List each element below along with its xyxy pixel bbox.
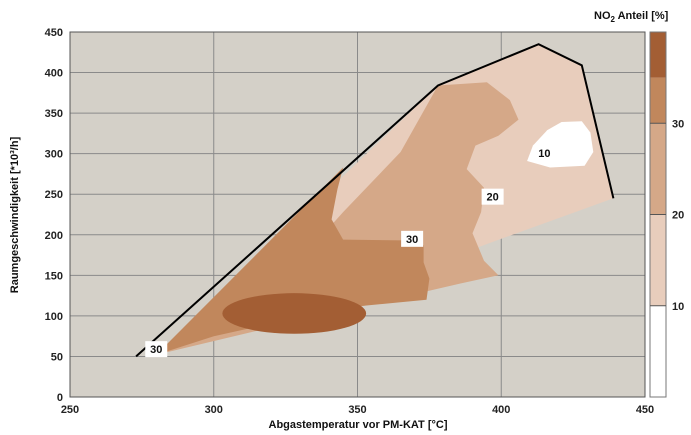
colorbar-band — [650, 305, 666, 397]
colorbar: 10 20 30 — [649, 31, 684, 398]
y-tick-label: 300 — [45, 149, 63, 161]
contour-label-box — [533, 144, 556, 161]
x-tick-label: 250 — [61, 404, 79, 416]
x-tick-label: 300 — [205, 404, 223, 416]
contour-label-box — [145, 341, 168, 358]
contour-label-text: 30 — [406, 234, 418, 246]
x-axis-label: Abgastemperatur vor PM-KAT [°C] — [269, 419, 448, 431]
x-axis-ticks: 250 300 350 400 450 — [61, 404, 654, 416]
contour-region-30-35 — [156, 167, 430, 355]
colorbar-band — [650, 214, 666, 306]
plot-frame — [69, 31, 646, 398]
y-tick-label: 150 — [45, 270, 63, 282]
y-axis-label: Raumgeschwindigkeit [*10³/h] — [9, 136, 21, 293]
contour-labels: 10 20 30 30 — [145, 144, 556, 358]
contour-region-gt35 — [222, 293, 367, 334]
contour-label-text: 10 — [538, 148, 550, 160]
contour-label: 10 — [533, 144, 556, 161]
colorbar-band — [650, 32, 666, 78]
y-tick-label: 250 — [45, 189, 63, 201]
y-tick-label: 450 — [45, 27, 63, 39]
contour-label-text: 20 — [487, 192, 499, 204]
contour-label: 30 — [145, 341, 168, 358]
contour-label-text: 30 — [150, 344, 162, 356]
colorbar-title-prefix: NO — [594, 10, 611, 22]
colorbar-tick-label: 20 — [672, 210, 684, 222]
y-tick-label: 50 — [51, 351, 63, 363]
colorbar-title-suffix: Anteil [%] — [615, 10, 669, 22]
contour-label-box — [401, 230, 424, 247]
colorbar-band — [650, 77, 666, 124]
y-tick-label: 200 — [45, 230, 63, 242]
y-tick-label: 0 — [57, 392, 63, 404]
colorbar-tick-label: 10 — [672, 301, 684, 313]
y-axis-ticks: 0 50 100 150 200 250 300 350 400 450 — [45, 27, 63, 404]
x-tick-label: 350 — [348, 404, 366, 416]
colorbar-band — [650, 123, 666, 215]
x-tick-label: 450 — [636, 404, 654, 416]
contour-label: 30 — [401, 230, 424, 247]
x-tick-label: 400 — [492, 404, 510, 416]
operating-boundary-line — [135, 43, 615, 358]
y-tick-label: 400 — [45, 68, 63, 80]
contour-label: 20 — [481, 188, 504, 205]
colorbar-title-subscript: 2 — [611, 15, 616, 24]
colorbar-tick-label: 30 — [672, 118, 684, 130]
colorbar-title: NO2 Anteil [%] — [594, 10, 669, 24]
y-tick-label: 100 — [45, 311, 63, 323]
y-tick-label: 350 — [45, 108, 63, 120]
contour-label-box — [481, 188, 504, 205]
